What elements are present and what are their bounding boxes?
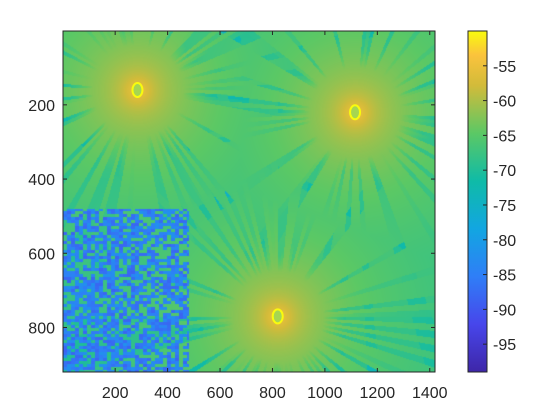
heatmap-area (63, 31, 435, 372)
x-tick-label: 800 (259, 385, 286, 402)
transmitter-marker (131, 81, 144, 98)
y-tick-label: 400 (28, 172, 55, 189)
colorbar-gradient (467, 30, 488, 373)
y-tick-label: 200 (28, 98, 55, 115)
x-tick-label: 1400 (412, 385, 448, 402)
colorbar-tick-label: -55 (493, 59, 516, 76)
transmitter-marker (271, 308, 284, 325)
colorbar-tick-label: -65 (493, 128, 516, 145)
y-axis: 200 400 600 800 (28, 98, 435, 337)
heatmap-image (63, 31, 435, 372)
x-tick-label: 400 (154, 385, 181, 402)
x-tick-label: 200 (102, 385, 129, 402)
colorbar-tick-label: -60 (493, 94, 516, 111)
x-axis: 200 400 600 800 1000 1200 1400 (102, 31, 448, 402)
x-tick-label: 1200 (360, 385, 396, 402)
y-tick-label: 600 (28, 246, 55, 263)
y-tick-label: 800 (28, 320, 55, 337)
colorbar: -55 -60 -65 -70 -75 -80 -85 -90 -95 (467, 30, 516, 373)
colorbar-tick-label: -75 (493, 198, 516, 215)
colorbar-tick-label: -95 (493, 337, 516, 354)
x-tick-label: 600 (207, 385, 234, 402)
x-tick-label: 1000 (307, 385, 343, 402)
colorbar-tick-label: -85 (493, 268, 516, 285)
transmitter-marker (349, 104, 362, 121)
colorbar-tick-label: -70 (493, 163, 516, 180)
colorbar-tick-label: -90 (493, 302, 516, 319)
colorbar-tick-label: -80 (493, 233, 516, 250)
plot-frame (62, 30, 436, 373)
